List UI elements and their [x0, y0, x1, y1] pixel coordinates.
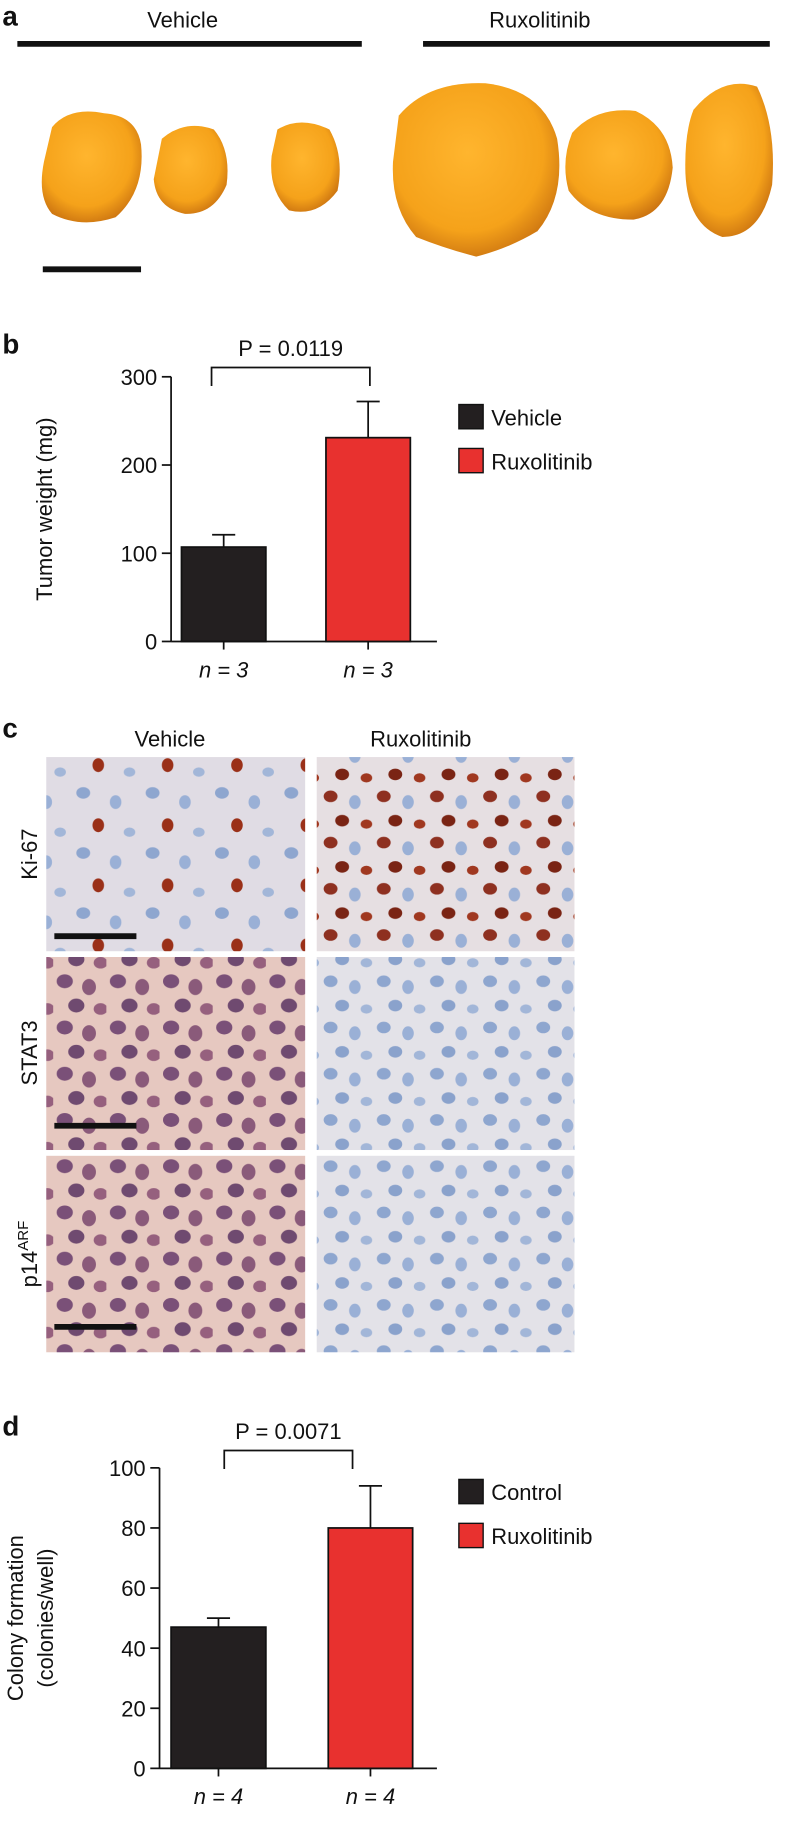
legend-swatch	[458, 1522, 484, 1549]
x-tick-label: n = 4	[346, 1784, 395, 1809]
legend-label: Ruxolitinib	[491, 449, 592, 474]
panel-label: d	[2, 1410, 19, 1441]
bar	[170, 1626, 267, 1770]
y-tick-label: 80	[121, 1516, 145, 1541]
panel-label: a	[2, 0, 18, 31]
group-label: Vehicle	[147, 8, 218, 33]
y-tick-label: 100	[121, 541, 158, 566]
y-tick-label: 40	[121, 1636, 145, 1661]
legend-label: Control	[491, 1480, 562, 1505]
bar	[325, 436, 412, 643]
bar	[180, 546, 267, 643]
x-tick-label: n = 3	[199, 657, 249, 682]
column-label: Vehicle	[135, 727, 206, 752]
x-tick-label: n = 3	[343, 657, 393, 682]
row-label-sup: ARF	[15, 1221, 32, 1251]
tumor-photos	[41, 83, 773, 257]
bar	[327, 1527, 414, 1770]
significance-bracket	[210, 366, 371, 387]
row-label: Ki-67	[17, 829, 42, 880]
significance-bracket	[223, 1449, 354, 1470]
y-axis-label: Colony formation	[3, 1535, 28, 1701]
y-tick-label: 20	[121, 1696, 145, 1721]
y-tick-label: 60	[121, 1576, 145, 1601]
x-tick-label: n = 4	[194, 1784, 243, 1809]
p-value: P = 0.0119	[238, 336, 343, 361]
y-axis-label: Tumor weight (mg)	[32, 417, 57, 600]
micrographs	[46, 757, 575, 1353]
y-tick-label: 200	[121, 453, 158, 478]
y-tick-label: 100	[109, 1456, 146, 1481]
y-tick-label: 300	[121, 365, 158, 390]
legend-label: Ruxolitinib	[491, 1524, 592, 1549]
p-value: P = 0.0071	[235, 1419, 341, 1444]
row-label: STAT3	[17, 1020, 42, 1085]
panel-label: c	[2, 712, 17, 743]
panel-label: b	[2, 329, 19, 360]
row-label-text: p14	[17, 1251, 42, 1288]
y-tick-label: 0	[145, 630, 157, 655]
legend-swatch	[458, 403, 484, 430]
legend-label: Vehicle	[491, 405, 562, 430]
y-axis-label: (colonies/well)	[33, 1549, 58, 1688]
legend-swatch	[458, 447, 484, 474]
group-label: Ruxolitinib	[489, 8, 590, 33]
y-tick-label: 0	[133, 1756, 145, 1781]
legend-swatch	[458, 1478, 484, 1505]
column-label: Ruxolitinib	[370, 727, 471, 752]
row-label: p14ARF	[15, 1221, 42, 1288]
